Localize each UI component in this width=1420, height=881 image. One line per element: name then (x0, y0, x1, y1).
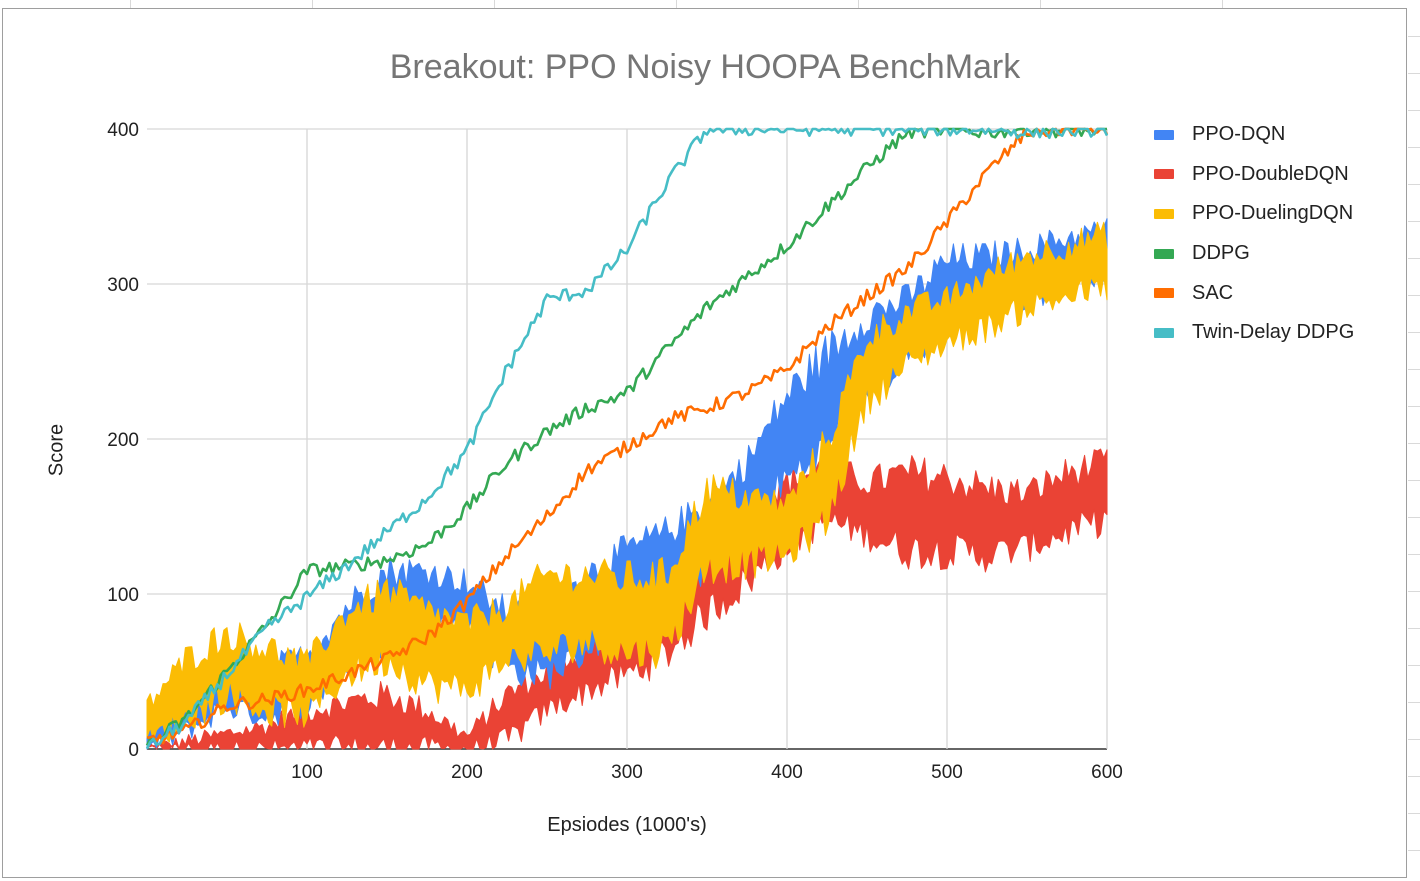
legend-swatch (1154, 129, 1174, 140)
x-tick-label: 100 (291, 762, 323, 783)
y-tick-label: 400 (107, 120, 139, 141)
legend-label: SAC (1192, 281, 1234, 304)
x-tick-label: 400 (771, 762, 803, 783)
legend-label: PPO-DoubleDQN (1192, 162, 1349, 185)
series-sac[interactable] (146, 127, 1109, 745)
y-axis-title: Score (45, 423, 68, 477)
legend-label: PPO-DuelingDQN (1192, 202, 1354, 225)
legend-label: PPO-DQN (1192, 123, 1286, 146)
legend-label: DDPG (1192, 242, 1250, 265)
y-tick-label: 200 (107, 430, 139, 451)
series-twin-delay-ddpg[interactable] (145, 127, 1109, 750)
x-axis-title: Epsiodes (1000's) (547, 814, 707, 836)
y-tick-label: 100 (107, 585, 139, 606)
chart-plot: 0 100 200 300 400 100 200 300 400 500 600 (107, 120, 1123, 783)
legend-swatch (1154, 169, 1174, 180)
legend-swatch (1154, 208, 1174, 219)
chart-legend: PPO-DQN PPO-DoubleDQN PPO-DuelingDQN DDP… (1154, 115, 1354, 353)
legend-item-sac[interactable]: SAC (1154, 273, 1354, 313)
chart-container[interactable]: 0 100 200 300 400 100 200 300 400 500 600 (2, 8, 1407, 878)
chart-title: Breakout: PPO Noisy HOOPA BenchMark (389, 48, 1021, 86)
chart-series (145, 127, 1109, 750)
legend-item-twin-delay-ddpg[interactable]: Twin-Delay DDPG (1154, 313, 1354, 353)
legend-item-ppo-doubledqn[interactable]: PPO-DoubleDQN (1154, 155, 1354, 195)
legend-label: Twin-Delay DDPG (1192, 321, 1355, 344)
legend-item-ppo-dqn[interactable]: PPO-DQN (1154, 115, 1354, 155)
series-ppo-duelingdqn[interactable] (146, 221, 1108, 743)
legend-item-ppo-duelingdqn[interactable]: PPO-DuelingDQN (1154, 194, 1354, 234)
x-tick-label: 200 (451, 762, 483, 783)
y-tick-label: 0 (128, 740, 139, 761)
x-tick-label: 600 (1091, 762, 1123, 783)
legend-swatch (1154, 327, 1174, 338)
x-tick-label: 300 (611, 762, 643, 783)
legend-item-ddpg[interactable]: DDPG (1154, 234, 1354, 274)
chart-tick-labels: 0 100 200 300 400 100 200 300 400 500 600 (107, 120, 1123, 783)
y-tick-label: 300 (107, 275, 139, 296)
x-tick-label: 500 (931, 762, 963, 783)
legend-swatch (1154, 248, 1174, 259)
series-ppo-doubledqn[interactable] (146, 448, 1108, 750)
legend-swatch (1154, 288, 1174, 299)
